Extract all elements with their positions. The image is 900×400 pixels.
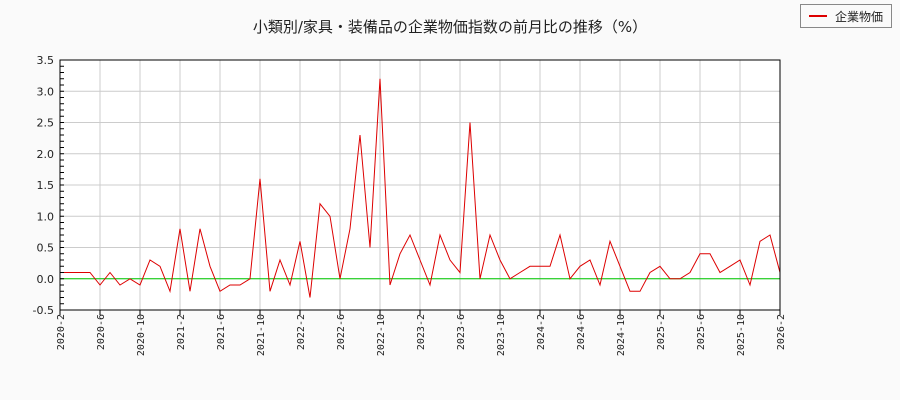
legend-swatch-icon xyxy=(809,15,827,17)
x-tick-label: 2024-2 xyxy=(536,314,547,350)
x-tick-label: 2023-2 xyxy=(416,314,427,350)
x-tick-label: 2023-6 xyxy=(456,314,467,350)
y-tick-label: 3.0 xyxy=(37,85,55,98)
x-tick-label: 2022-10 xyxy=(376,314,387,356)
x-tick-label: 2025-6 xyxy=(696,314,707,350)
x-tick-label: 2024-6 xyxy=(576,314,587,350)
x-axis-tick-labels: 2020-2 2020-6 2020-10 2021-2 2021-6 2021-10 20… xyxy=(56,314,787,356)
chart-title: 小類別/家具・装備品の企業物価指数の前月比の推移（%） xyxy=(252,18,648,36)
x-tick-label: 2021-2 xyxy=(176,314,187,350)
legend: 企業物価 xyxy=(800,4,892,28)
y-axis-tick-labels: -0.5 0.0 0.5 1.0 1.5 2.0 2.5 3.0 3.5 xyxy=(33,54,54,317)
x-tick-label: 2023-10 xyxy=(496,314,507,356)
x-tick-label: 2025-10 xyxy=(736,314,747,356)
y-tick-label: 3.5 xyxy=(37,54,55,67)
x-tick-label: 2022-2 xyxy=(296,314,307,350)
y-tick-label: 1.0 xyxy=(37,210,55,223)
y-tick-label: 2.0 xyxy=(37,148,55,161)
axes xyxy=(59,59,781,315)
x-tick-label: 2021-10 xyxy=(256,314,267,356)
x-tick-label: 2020-10 xyxy=(136,314,147,356)
x-tick-label: 2020-2 xyxy=(56,314,67,350)
x-tick-label: 2021-6 xyxy=(216,314,227,350)
y-tick-label: 2.5 xyxy=(37,117,55,130)
x-tick-label: 2020-6 xyxy=(96,314,107,350)
y-tick-label: -0.5 xyxy=(33,304,54,317)
x-tick-label: 2024-10 xyxy=(616,314,627,356)
y-tick-label: 0.0 xyxy=(37,273,55,286)
y-tick-label: 1.5 xyxy=(37,179,55,192)
legend-label: 企業物価 xyxy=(835,9,884,24)
y-tick-label: 0.5 xyxy=(37,242,55,255)
x-tick-label: 2022-6 xyxy=(336,314,347,350)
x-tick-label: 2025-2 xyxy=(656,314,667,350)
series-line-kigyo-bukka xyxy=(60,78,781,298)
x-tick-label: 2026-2 xyxy=(776,314,787,350)
